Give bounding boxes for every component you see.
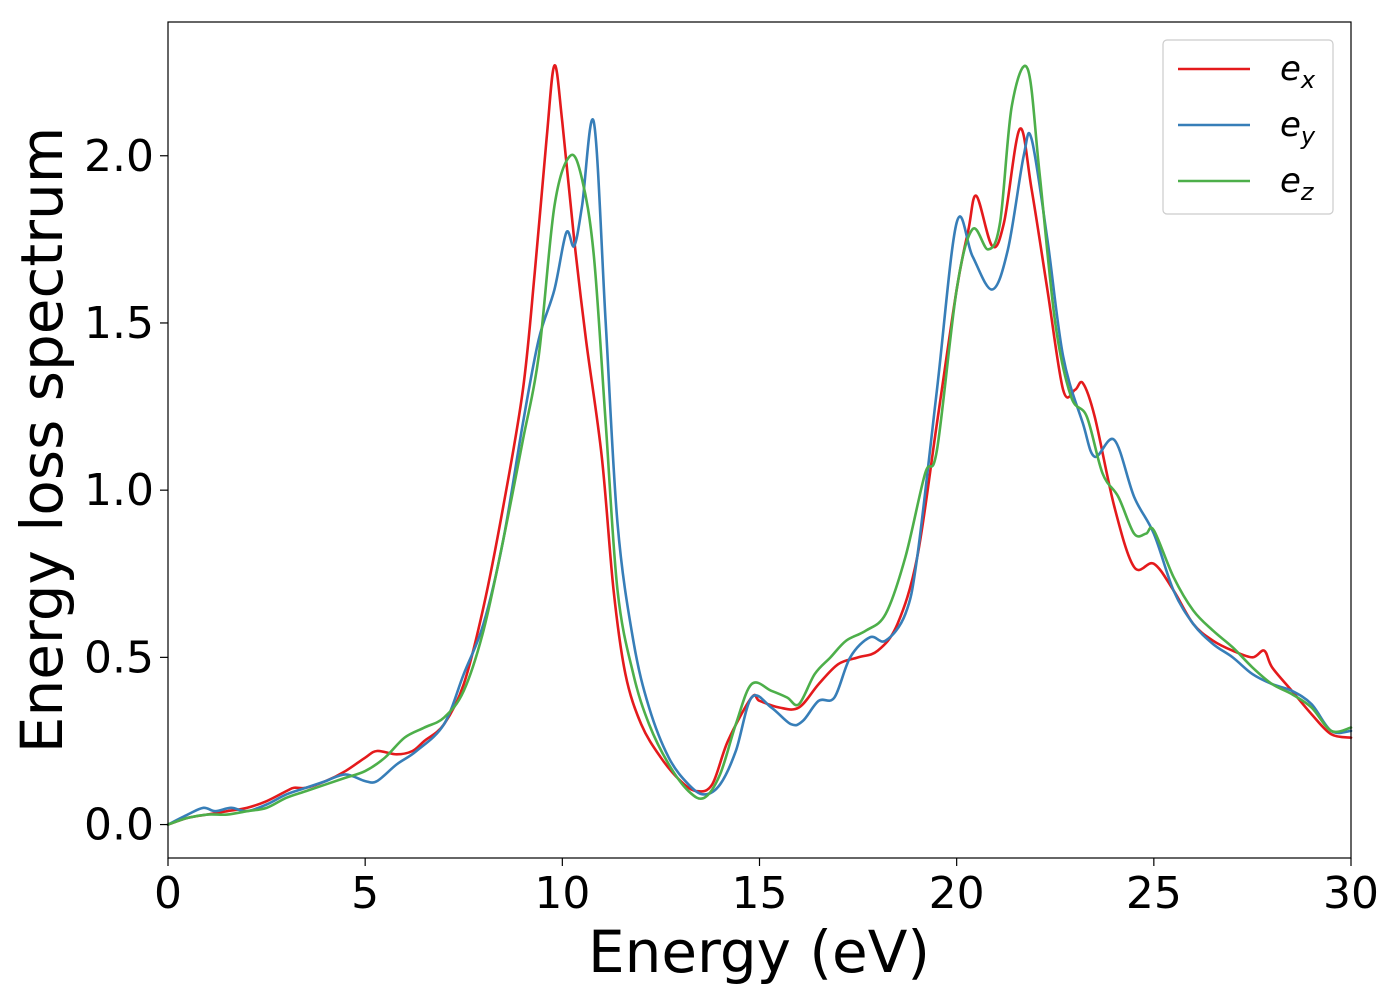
x-tick-label: 20 [929,868,985,919]
y-axis: 0.0 0.5 1.0 1.5 2.0 [84,131,168,851]
x-axis-label: Energy (eV) [588,918,930,986]
y-tick-label: 0.0 [84,800,154,851]
x-tick-label: 15 [732,868,788,919]
legend-label-ez: ez [1280,161,1315,206]
legend-label-ex: ex [1280,49,1316,94]
series-line-ez [166,64,1353,826]
legend-label-ey: ey [1280,105,1316,150]
x-tick-label: 10 [534,868,590,919]
series-line-ex [166,64,1353,826]
y-axis-label: Energy loss spectrum [8,127,76,753]
x-tick-label: 0 [154,868,182,919]
legend: ex ey ez [1162,39,1334,215]
series-layer [166,64,1353,826]
plot-area [168,22,1351,858]
x-tick-label: 25 [1126,868,1182,919]
y-tick-label: 1.0 [84,465,154,516]
x-tick-label: 5 [351,868,379,919]
y-tick-label: 0.5 [84,632,154,683]
x-axis: 0 5 10 15 20 25 30 [154,858,1379,919]
y-tick-label: 2.0 [84,131,154,182]
x-tick-label: 30 [1323,868,1379,919]
y-tick-label: 1.5 [84,298,154,349]
series-line-ey [166,118,1353,826]
legend-box [1162,39,1334,215]
